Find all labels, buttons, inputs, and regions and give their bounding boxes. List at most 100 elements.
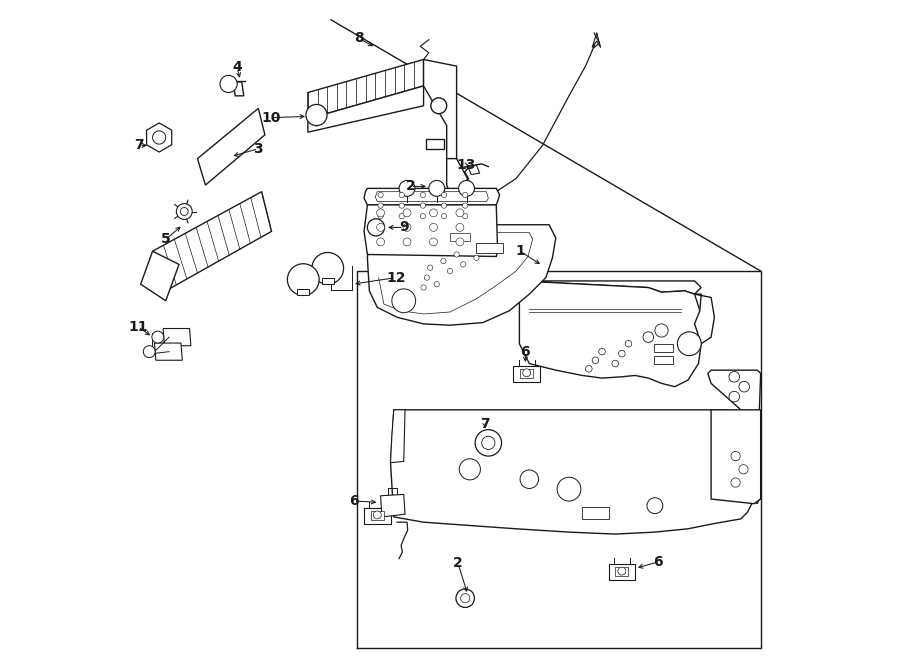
Circle shape: [655, 324, 668, 337]
Bar: [616, 567, 628, 576]
Circle shape: [176, 204, 193, 219]
Circle shape: [403, 223, 411, 231]
Text: 2: 2: [453, 556, 463, 570]
Polygon shape: [155, 343, 183, 360]
Circle shape: [463, 192, 468, 198]
Circle shape: [392, 289, 416, 313]
Circle shape: [399, 203, 404, 208]
Circle shape: [598, 348, 606, 355]
Polygon shape: [364, 508, 391, 524]
Bar: [297, 289, 310, 295]
Circle shape: [456, 223, 464, 231]
Circle shape: [403, 238, 411, 246]
Polygon shape: [197, 108, 265, 185]
Circle shape: [374, 511, 382, 519]
Circle shape: [428, 180, 445, 196]
Circle shape: [731, 451, 740, 461]
Circle shape: [220, 75, 238, 93]
Text: 5: 5: [161, 232, 171, 247]
Circle shape: [461, 262, 466, 267]
Text: 1: 1: [515, 244, 525, 258]
Polygon shape: [375, 192, 489, 202]
Circle shape: [399, 192, 404, 198]
Text: 7: 7: [134, 138, 144, 153]
Circle shape: [586, 366, 592, 372]
Circle shape: [399, 180, 415, 196]
Circle shape: [523, 369, 531, 377]
Circle shape: [475, 430, 501, 456]
Circle shape: [367, 219, 384, 236]
Circle shape: [420, 192, 426, 198]
Circle shape: [459, 180, 474, 196]
Text: 11: 11: [129, 319, 148, 334]
Text: 7: 7: [481, 417, 490, 432]
Circle shape: [180, 208, 188, 215]
Polygon shape: [424, 59, 456, 159]
Polygon shape: [711, 410, 760, 504]
Circle shape: [447, 268, 453, 274]
Text: 6: 6: [349, 494, 359, 508]
Polygon shape: [519, 281, 701, 294]
Polygon shape: [364, 205, 498, 256]
Circle shape: [463, 214, 468, 219]
Polygon shape: [592, 33, 600, 48]
Circle shape: [376, 223, 384, 231]
Text: 12: 12: [386, 270, 406, 285]
Text: 3: 3: [254, 141, 263, 156]
Circle shape: [612, 360, 618, 367]
Circle shape: [456, 209, 464, 217]
Circle shape: [378, 214, 383, 219]
Circle shape: [731, 478, 740, 487]
Circle shape: [729, 371, 740, 382]
Circle shape: [312, 253, 344, 284]
Text: 10: 10: [262, 110, 281, 125]
Polygon shape: [519, 281, 701, 387]
Circle shape: [454, 252, 459, 257]
Circle shape: [420, 203, 426, 208]
Polygon shape: [381, 494, 405, 517]
Circle shape: [473, 255, 479, 260]
Circle shape: [421, 285, 427, 290]
Polygon shape: [514, 366, 540, 382]
Polygon shape: [608, 564, 635, 580]
Circle shape: [434, 282, 439, 287]
Circle shape: [429, 209, 437, 217]
Circle shape: [152, 331, 164, 343]
Circle shape: [626, 340, 632, 347]
Bar: [426, 139, 444, 149]
Circle shape: [739, 381, 750, 392]
Bar: [450, 233, 470, 241]
Circle shape: [222, 80, 232, 91]
Bar: [322, 278, 334, 284]
Polygon shape: [153, 192, 272, 291]
Text: 2: 2: [406, 179, 415, 194]
Text: 8: 8: [354, 31, 364, 46]
Circle shape: [287, 264, 320, 295]
Circle shape: [376, 209, 384, 217]
Polygon shape: [391, 410, 754, 534]
Bar: [582, 507, 608, 519]
Circle shape: [482, 436, 495, 449]
Circle shape: [428, 265, 433, 270]
Circle shape: [399, 214, 404, 219]
Circle shape: [643, 332, 653, 342]
Circle shape: [618, 567, 626, 575]
Bar: [653, 344, 673, 352]
Circle shape: [306, 104, 327, 126]
Polygon shape: [163, 329, 191, 346]
Polygon shape: [468, 165, 480, 175]
Circle shape: [729, 391, 740, 402]
Polygon shape: [391, 410, 405, 463]
Circle shape: [378, 192, 383, 198]
Text: 13: 13: [456, 158, 475, 173]
Bar: [653, 356, 673, 364]
Circle shape: [456, 589, 474, 607]
Circle shape: [424, 275, 429, 280]
Bar: [520, 369, 534, 378]
Text: 6: 6: [520, 344, 530, 359]
Text: 6: 6: [653, 555, 663, 569]
Circle shape: [152, 131, 166, 144]
Circle shape: [441, 258, 446, 264]
Circle shape: [647, 498, 662, 514]
Circle shape: [376, 238, 384, 246]
